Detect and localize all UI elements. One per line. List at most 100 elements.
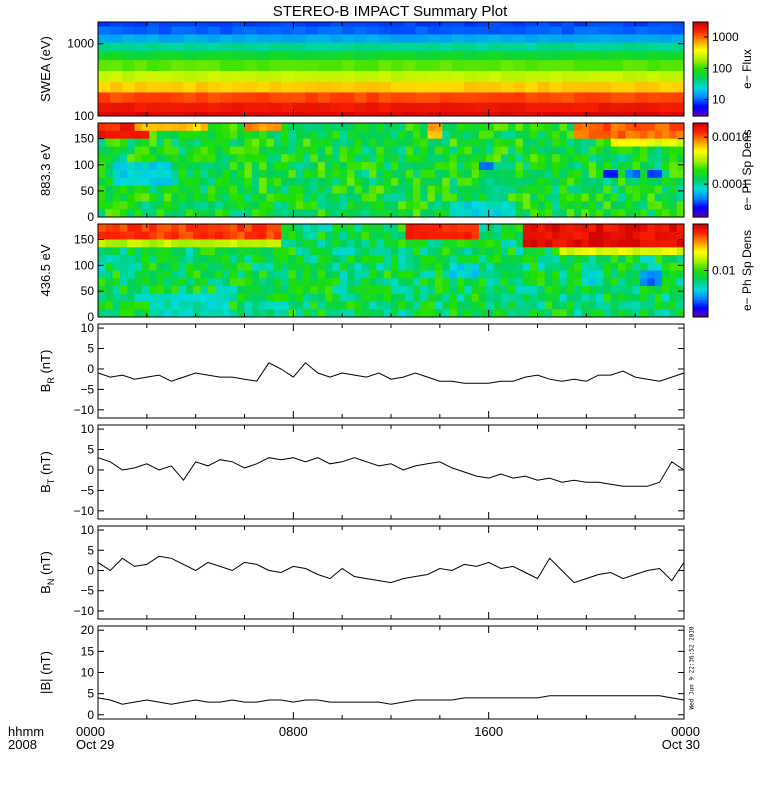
heatmap-cell xyxy=(229,278,238,287)
heatmap-cell xyxy=(544,247,553,256)
heatmap-cell xyxy=(500,262,509,272)
heatmap-cell xyxy=(332,270,341,279)
heatmap-cell xyxy=(640,247,648,256)
heatmap-cell xyxy=(251,154,260,163)
heatmap-cell xyxy=(537,162,546,171)
heatmap-cell xyxy=(537,193,546,202)
heatmap-cell xyxy=(149,224,158,233)
heatmap-cell xyxy=(339,170,348,179)
heatmap-cell xyxy=(195,22,209,28)
heatmap-cell xyxy=(156,262,165,272)
heatmap-cell xyxy=(178,130,187,140)
heatmap-cell xyxy=(220,82,233,93)
heatmap-cell xyxy=(442,301,451,310)
heatmap-cell xyxy=(493,130,502,140)
heatmap-cell xyxy=(325,301,333,310)
colorbar-tick-label: 100 xyxy=(712,61,732,75)
heatmap-cell xyxy=(434,193,443,202)
heatmap-cell xyxy=(122,34,136,44)
heatmap-cell xyxy=(376,286,385,295)
colorbar-swatch xyxy=(693,198,708,201)
heatmap-cell xyxy=(268,82,282,93)
heatmap-cell xyxy=(259,193,267,202)
heatmap-cell xyxy=(112,270,121,279)
heatmap-cell xyxy=(293,82,307,93)
heatmap-cell xyxy=(598,22,612,28)
heatmap-cell xyxy=(134,71,148,83)
heatmap-cell xyxy=(515,278,524,287)
heatmap-cell xyxy=(232,82,246,93)
heatmap-cell xyxy=(237,130,246,140)
heatmap-cell xyxy=(325,209,333,217)
heatmap-cell xyxy=(178,293,187,303)
heatmap-cell xyxy=(398,146,407,155)
heatmap-cell xyxy=(640,170,648,179)
heatmap-cell xyxy=(159,51,172,61)
heatmap-cell xyxy=(610,231,619,241)
heatmap-cell xyxy=(288,224,297,233)
heatmap-cell xyxy=(378,51,392,61)
heatmap-cell xyxy=(671,111,684,116)
heatmap-cell xyxy=(486,309,495,317)
colorbar-swatch xyxy=(693,78,708,81)
heatmap-cell xyxy=(635,51,648,61)
heatmap-cell xyxy=(647,177,656,187)
heatmap-cell xyxy=(464,309,473,317)
heatmap-cell xyxy=(581,185,590,195)
heatmap-cell xyxy=(471,286,480,295)
heatmap-cell xyxy=(676,130,684,140)
heatmap-cell xyxy=(537,278,546,287)
heatmap-cell xyxy=(259,201,267,210)
heatmap-cell xyxy=(603,185,612,195)
heatmap-cell xyxy=(456,209,465,217)
heatmap-cell xyxy=(632,262,641,272)
heatmap-cell xyxy=(493,293,502,303)
colorbar-swatch xyxy=(693,34,708,37)
heatmap-cell xyxy=(625,262,634,272)
heatmap-cell xyxy=(200,154,209,163)
heatmap-cell xyxy=(654,209,663,217)
heatmap-cell xyxy=(478,224,487,233)
heatmap-cell xyxy=(378,102,392,113)
heatmap-cell xyxy=(207,309,216,317)
heatmap-cell xyxy=(508,123,517,132)
heatmap-cell xyxy=(476,102,490,113)
heatmap-cell xyxy=(515,247,524,256)
heatmap-cell xyxy=(222,278,231,287)
heatmap-cell xyxy=(676,309,684,317)
heatmap-cell xyxy=(596,262,604,272)
heatmap-cell xyxy=(347,130,355,140)
heatmap-cell xyxy=(354,22,368,28)
colorbar-swatch xyxy=(693,174,708,177)
heatmap-cell xyxy=(625,138,634,148)
heatmap-cell xyxy=(244,224,253,233)
heatmap-cell xyxy=(366,26,380,36)
heatmap-cell xyxy=(146,42,160,52)
heatmap-cell xyxy=(635,22,648,28)
heatmap-cell xyxy=(259,146,267,155)
heatmap-cell xyxy=(342,60,355,72)
heatmap-cell xyxy=(376,255,385,264)
heatmap-cell xyxy=(163,286,172,295)
heatmap-cell xyxy=(610,102,624,113)
heatmap-cell xyxy=(229,309,238,317)
colorbar-label: e− Flux xyxy=(740,49,754,89)
heatmap-cell xyxy=(640,293,648,303)
colorbar-swatch xyxy=(693,168,708,171)
heatmap-cell xyxy=(420,270,429,279)
heatmap-cell xyxy=(244,146,253,155)
heatmap-cell xyxy=(676,185,684,195)
heatmap-cell xyxy=(120,293,128,303)
heatmap-cell xyxy=(586,92,600,104)
heatmap-cell xyxy=(625,286,634,295)
heatmap-cell xyxy=(232,111,246,116)
heatmap-cell xyxy=(347,123,355,132)
heatmap-cell xyxy=(369,293,377,303)
heatmap-cell xyxy=(456,138,465,148)
heatmap-cell xyxy=(581,262,590,272)
heatmap-cell xyxy=(508,162,517,171)
heatmap-cell xyxy=(163,231,172,241)
heatmap-cell xyxy=(98,154,106,163)
heatmap-cell xyxy=(508,255,517,264)
heatmap-cell xyxy=(493,170,502,179)
